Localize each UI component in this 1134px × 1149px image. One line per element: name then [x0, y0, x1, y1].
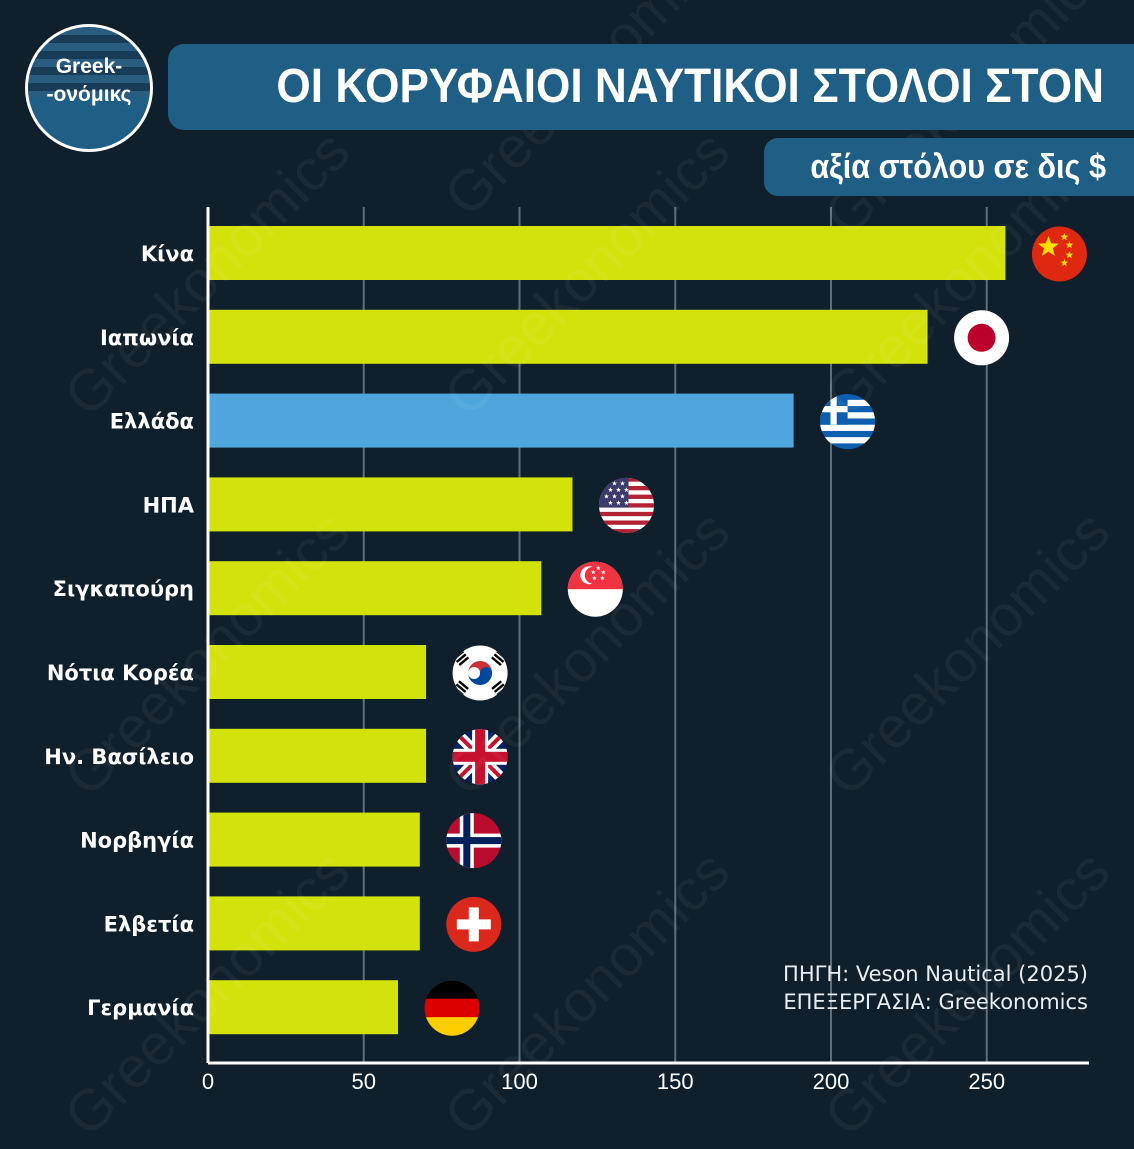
source-text: ΠΗΓΗ: Veson Nautical (2025)	[783, 962, 1088, 986]
category-label: Γερμανία	[87, 996, 194, 1020]
x-tick-label: 250	[968, 1069, 1005, 1094]
switzerland-flag-icon	[446, 896, 502, 952]
south-korea-flag-icon	[452, 645, 508, 701]
x-tick-label: 200	[813, 1069, 850, 1094]
bar	[208, 728, 427, 783]
logo-flag-stripes	[28, 27, 150, 97]
x-axis: 0 50 100 150 200 250	[202, 207, 1089, 1094]
uk-flag-icon	[452, 729, 508, 785]
bar	[208, 477, 573, 532]
germany-flag-icon	[424, 980, 480, 1036]
processing-text: ΕΠΕΞΕΡΓΑΣΙΑ: Greekonomics	[783, 990, 1088, 1014]
bar	[208, 226, 1006, 280]
chart-subtitle: αξία στόλου σε δις $	[810, 148, 1106, 186]
greece-flag-icon	[820, 394, 876, 450]
category-label: Ιαπωνία	[100, 326, 194, 350]
bar	[208, 645, 427, 699]
bar	[208, 812, 420, 867]
subtitle-banner: αξία στόλου σε δις $	[764, 138, 1134, 196]
category-label: Νορβηγία	[80, 829, 194, 853]
flags	[424, 226, 1087, 1036]
singapore-flag-icon	[567, 561, 623, 617]
china-flag-icon	[1031, 226, 1087, 282]
x-tick-label: 150	[657, 1069, 694, 1094]
bar	[208, 561, 542, 616]
bars	[208, 226, 1006, 1035]
norway-flag-icon	[446, 813, 502, 869]
category-label: Νότια Κορέα	[47, 661, 194, 685]
bar	[208, 980, 399, 1035]
category-label: Κίνα	[141, 242, 194, 266]
category-labels: Κίνα Ιαπωνία Ελλάδα ΗΠΑ Σιγκαπούρη Νότια Κορέ…	[44, 242, 194, 1020]
usa-flag-icon	[599, 477, 654, 533]
chart-title: ΟΙ ΚΟΡΥΦΑΙΟΙ ΝΑΥΤΙΚΟΙ ΣΤΟΛΟΙ ΣΤΟΝ ΚΟΣΜΟ	[276, 60, 1104, 199]
bar	[208, 393, 794, 448]
category-label: Ελλάδα	[110, 410, 194, 434]
category-label: ΗΠΑ	[143, 493, 195, 517]
bar	[208, 896, 420, 951]
source-note: ΠΗΓΗ: Veson Nautical (2025) ΕΠΕΞΕΡΓΑΣΙΑ:…	[783, 960, 1088, 1016]
logo-text-bottom: -ονόμικς	[46, 83, 132, 106]
bar	[208, 309, 928, 364]
x-tick-label: 50	[352, 1069, 376, 1094]
category-label: Ην. Βασίλειο	[44, 745, 194, 769]
japan-flag-icon	[954, 310, 1010, 366]
x-tick-label: 100	[501, 1069, 538, 1094]
logo-text-top: Greek-	[55, 55, 123, 78]
category-label: Ελβετία	[104, 912, 194, 936]
title-banner: ΟΙ ΚΟΡΥΦΑΙΟΙ ΝΑΥΤΙΚΟΙ ΣΤΟΛΟΙ ΣΤΟΝ ΚΟΣΜΟ	[168, 44, 1134, 199]
category-label: Σιγκαπούρη	[53, 577, 194, 601]
x-tick-label: 0	[202, 1069, 214, 1094]
greekonomics-logo: Greek- -ονόμικς	[25, 24, 153, 152]
